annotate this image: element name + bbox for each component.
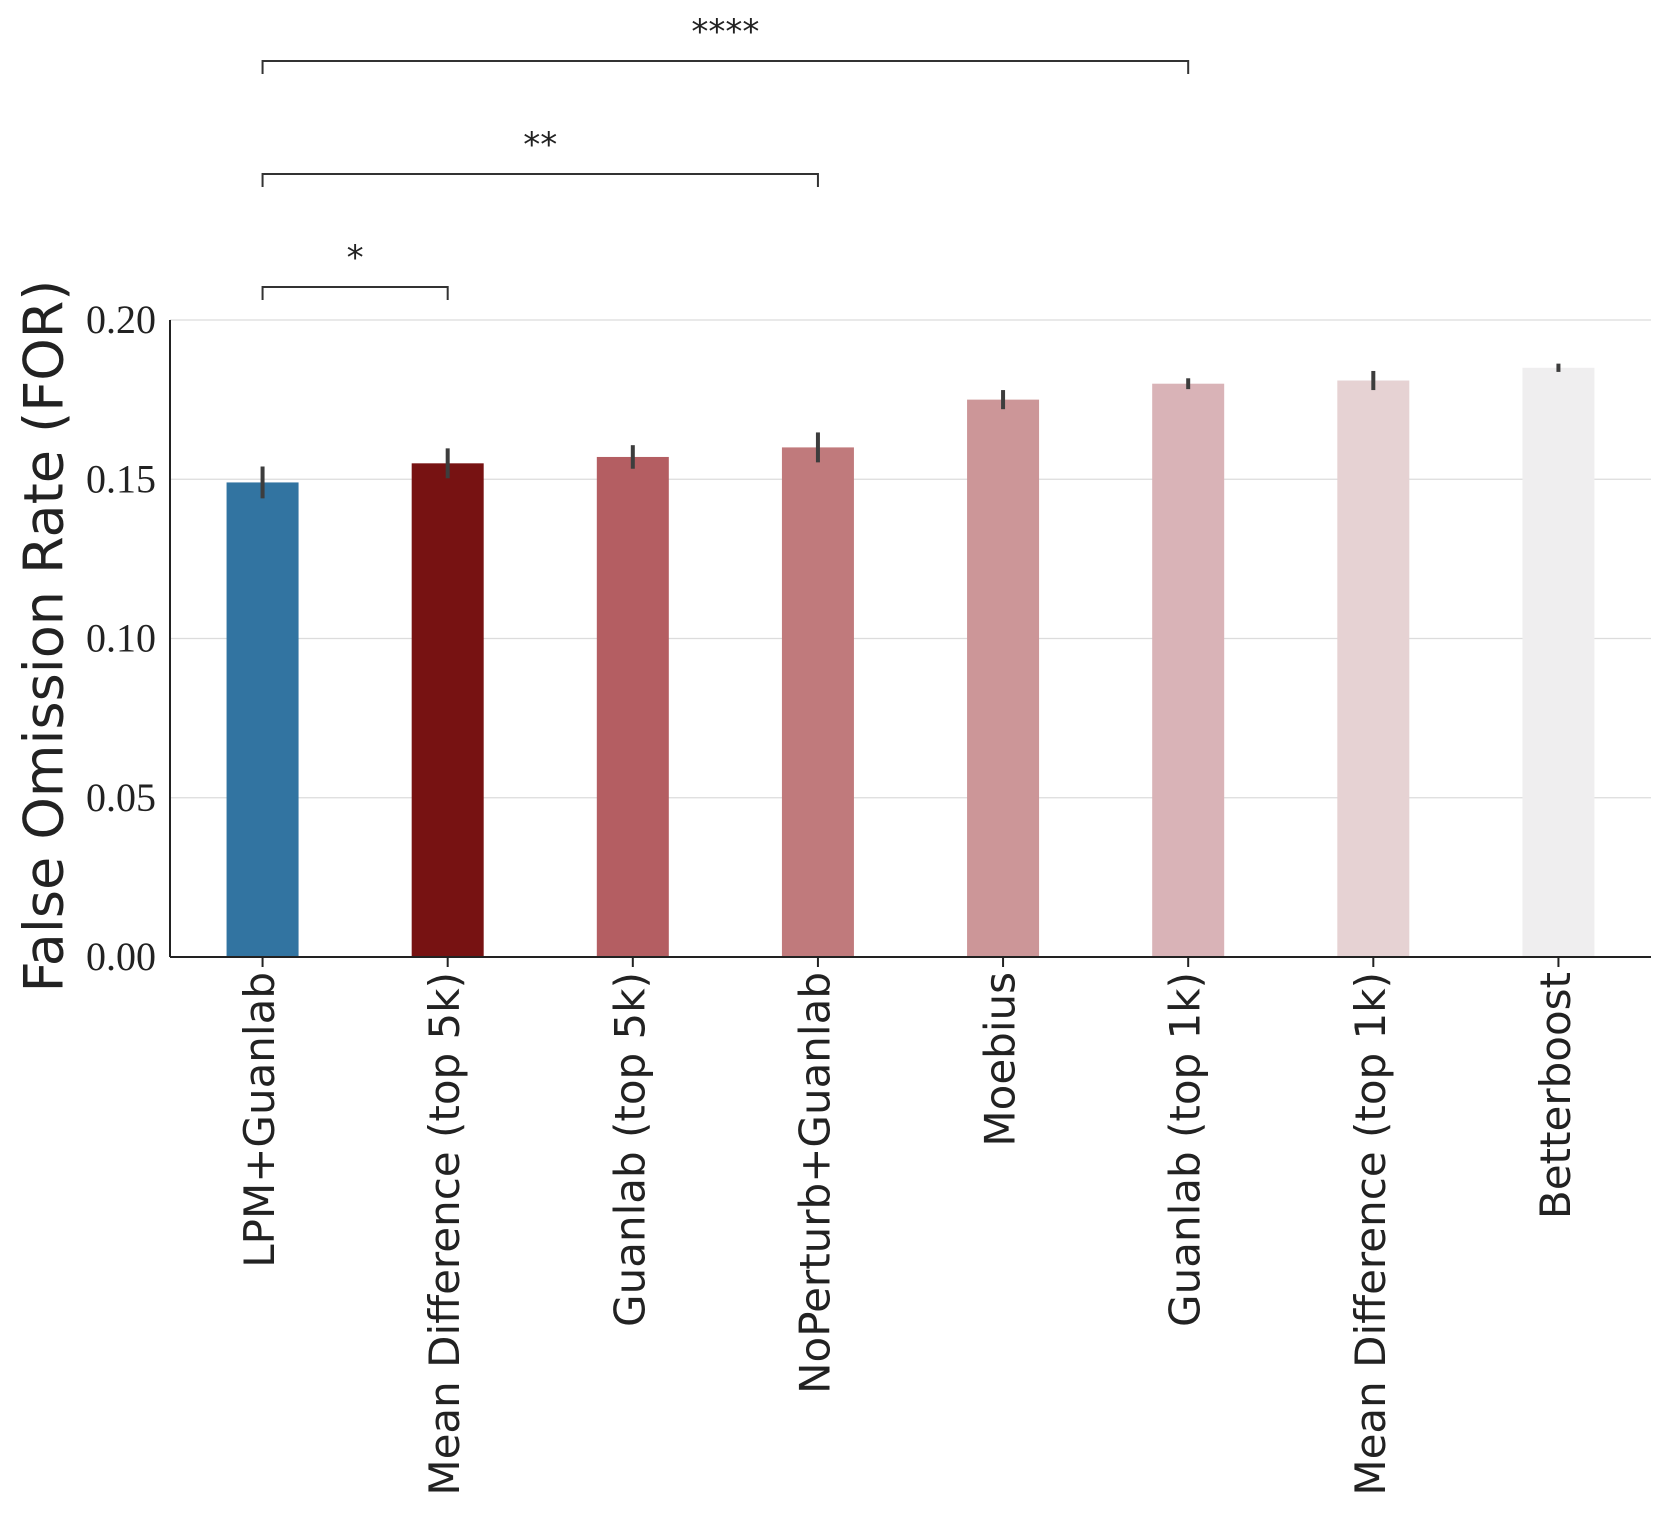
significance-bracket — [261, 60, 1190, 74]
x-tick-label: Guanlab (top 1k) — [1161, 972, 1210, 1327]
bar — [1152, 383, 1225, 957]
y-tick-label: 0.20 — [86, 297, 156, 342]
x-tick-label: NoPerturb+Guanlab — [790, 972, 839, 1394]
bar — [411, 463, 484, 957]
x-tick-label: Mean Difference (top 1k) — [1346, 972, 1395, 1496]
x-tick-label: Moebius — [976, 972, 1025, 1147]
significance-label: **** — [691, 12, 759, 52]
bar — [967, 399, 1040, 957]
bar — [226, 482, 299, 957]
bar — [1522, 367, 1595, 957]
x-tick-label: Guanlab (top 5k) — [605, 972, 654, 1327]
bar — [596, 456, 669, 957]
y-axis-label: False Omission Rate (FOR) — [13, 280, 76, 993]
y-tick-label: 0.05 — [86, 775, 156, 820]
y-tick-label: 0.00 — [86, 934, 156, 979]
significance-label: * — [347, 238, 364, 278]
significance-label: ** — [523, 125, 557, 165]
y-tick-label: 0.15 — [86, 456, 156, 501]
x-tick-label: LPM+Guanlab — [235, 972, 284, 1268]
x-tick-label: Betterboost — [1531, 972, 1580, 1219]
significance-bracket — [261, 286, 449, 300]
bar — [1337, 380, 1410, 957]
significance-bracket — [261, 173, 819, 187]
y-tick-label: 0.10 — [86, 616, 156, 661]
x-tick-label: Mean Difference (top 5k) — [420, 972, 469, 1496]
bar — [781, 447, 854, 957]
